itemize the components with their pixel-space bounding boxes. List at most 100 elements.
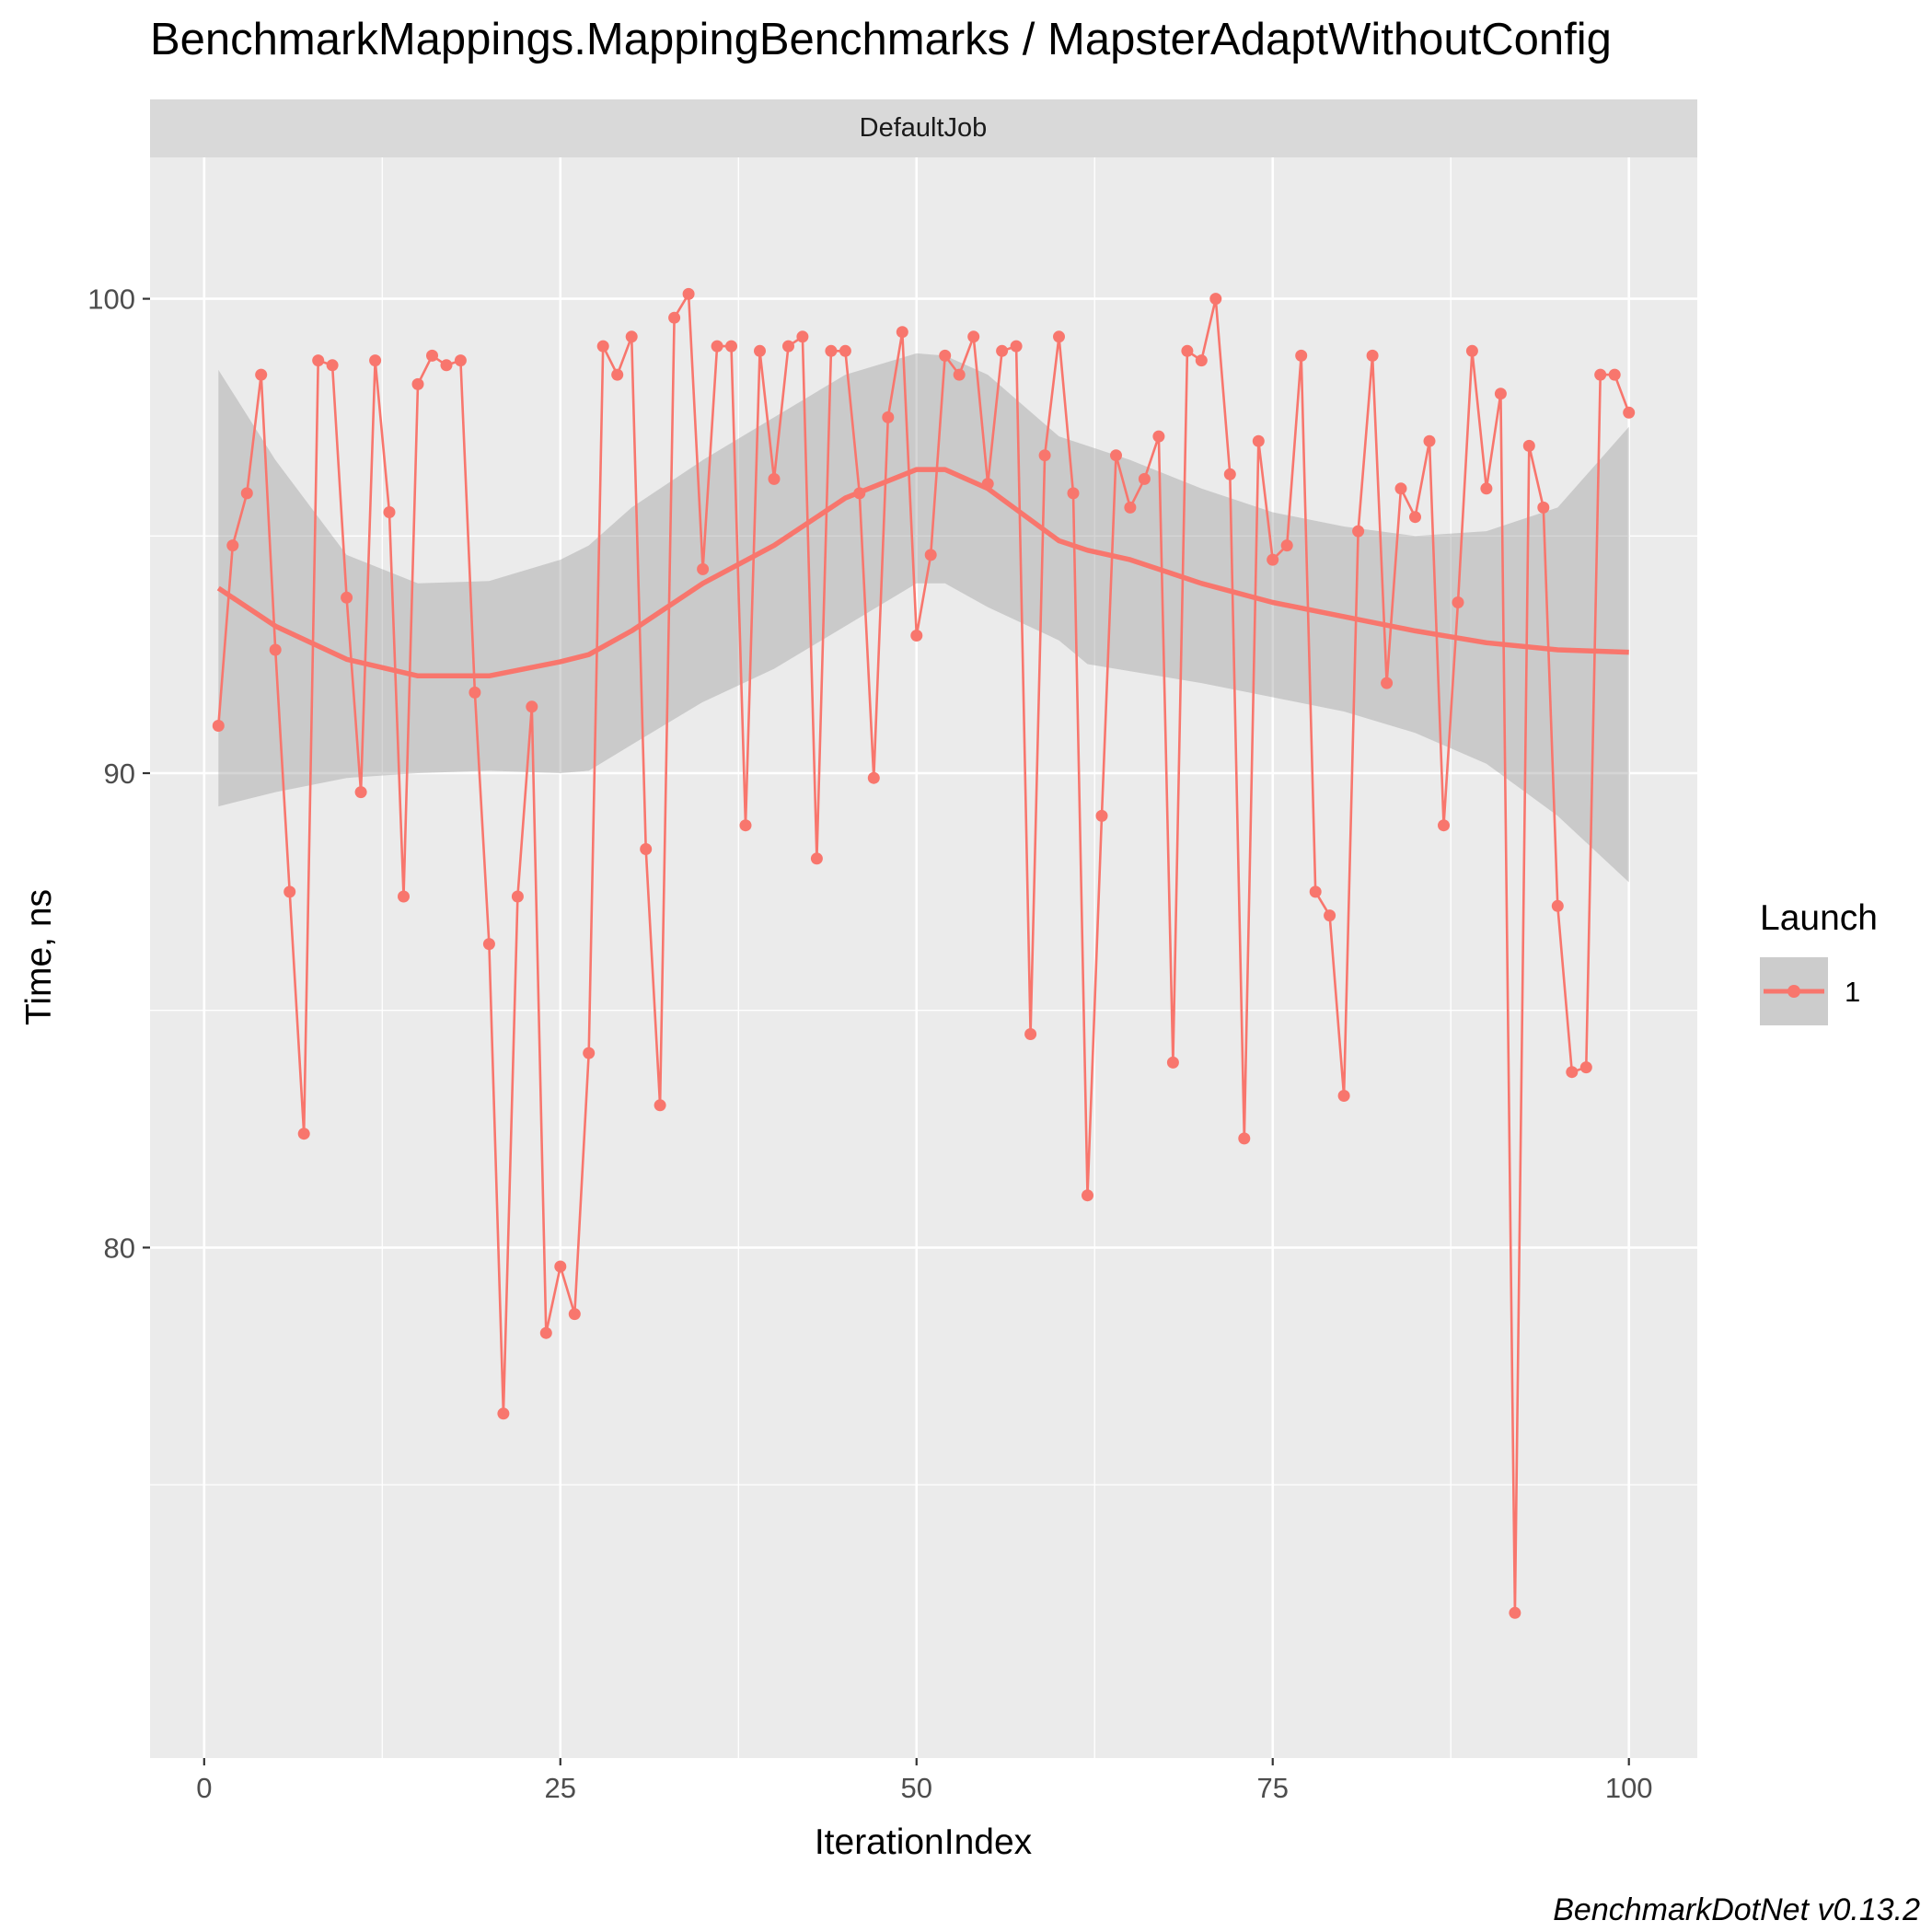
data-point bbox=[796, 330, 809, 343]
data-point bbox=[725, 340, 737, 353]
data-point bbox=[1623, 406, 1636, 419]
data-point bbox=[1309, 885, 1322, 898]
chart-title: BenchmarkMappings.MappingBenchmarks / Ma… bbox=[150, 15, 1612, 64]
data-point bbox=[482, 938, 495, 951]
data-point bbox=[398, 890, 410, 903]
data-point bbox=[354, 786, 367, 799]
plot-panel bbox=[150, 157, 1697, 1758]
data-point bbox=[568, 1308, 581, 1321]
data-point bbox=[1381, 677, 1394, 689]
data-point bbox=[1537, 501, 1550, 514]
data-point bbox=[1452, 596, 1464, 608]
data-point bbox=[240, 487, 253, 500]
data-point bbox=[1082, 1189, 1093, 1202]
data-point bbox=[1124, 501, 1137, 514]
data-point bbox=[1522, 439, 1535, 452]
data-point bbox=[867, 771, 880, 784]
data-point bbox=[640, 843, 653, 855]
data-point bbox=[1110, 449, 1122, 462]
legend-key-point bbox=[1787, 985, 1800, 998]
legend-label: 1 bbox=[1845, 976, 1860, 1008]
data-point bbox=[1238, 1132, 1251, 1145]
data-point bbox=[212, 720, 225, 732]
data-point bbox=[1494, 388, 1507, 400]
legend: Launch 1 bbox=[1760, 898, 1878, 1025]
data-point bbox=[1438, 819, 1450, 832]
data-point bbox=[383, 506, 396, 518]
data-point bbox=[226, 539, 239, 552]
data-point bbox=[1053, 330, 1065, 343]
data-point bbox=[953, 368, 966, 381]
data-point bbox=[312, 354, 325, 367]
data-point bbox=[839, 344, 851, 357]
y-tick-label: 100 bbox=[87, 283, 135, 316]
data-point bbox=[1095, 809, 1108, 822]
series-layer bbox=[212, 287, 1636, 1619]
confidence-band-layer bbox=[218, 353, 1629, 883]
x-tick-label: 100 bbox=[1605, 1772, 1653, 1804]
x-tick-label: 75 bbox=[1256, 1772, 1288, 1804]
data-point bbox=[996, 344, 1009, 357]
data-point bbox=[1579, 1061, 1592, 1074]
data-point bbox=[554, 1260, 567, 1273]
data-point bbox=[1394, 482, 1407, 495]
x-tick-label: 50 bbox=[901, 1772, 932, 1804]
data-point bbox=[255, 368, 268, 381]
data-point bbox=[1480, 482, 1493, 495]
data-point bbox=[967, 330, 980, 343]
facet-label: DefaultJob bbox=[860, 113, 988, 143]
data-point bbox=[896, 326, 908, 339]
data-point bbox=[1181, 344, 1194, 357]
data-point bbox=[1209, 293, 1222, 306]
data-point bbox=[526, 700, 538, 713]
data-point bbox=[697, 562, 710, 575]
data-point bbox=[1295, 349, 1308, 362]
data-point bbox=[810, 852, 823, 865]
data-point bbox=[596, 340, 609, 353]
data-point bbox=[1195, 354, 1208, 367]
data-point bbox=[283, 885, 296, 898]
y-axis: 80 90 100 bbox=[87, 283, 150, 1264]
data-point bbox=[1352, 525, 1365, 538]
data-point bbox=[511, 890, 524, 903]
data-point bbox=[853, 487, 866, 500]
data-point bbox=[426, 349, 438, 362]
data-point bbox=[1024, 1028, 1037, 1040]
data-point bbox=[1280, 539, 1293, 552]
data-point bbox=[1166, 1056, 1179, 1069]
data-point bbox=[497, 1407, 510, 1420]
data-point bbox=[625, 330, 638, 343]
data-point bbox=[469, 686, 481, 699]
data-point bbox=[1608, 368, 1621, 381]
data-point bbox=[668, 311, 681, 324]
data-point bbox=[369, 354, 382, 367]
caption: BenchmarkDotNet v0.13.2 bbox=[1553, 1892, 1920, 1927]
data-point bbox=[1465, 344, 1478, 357]
data-point bbox=[882, 411, 895, 423]
data-point bbox=[1409, 511, 1421, 524]
data-point bbox=[1010, 340, 1023, 353]
data-point bbox=[326, 359, 339, 372]
confidence-band bbox=[218, 353, 1629, 883]
data-point bbox=[782, 340, 794, 353]
data-point bbox=[1366, 349, 1379, 362]
x-tick-label: 25 bbox=[545, 1772, 576, 1804]
data-point bbox=[1067, 487, 1080, 500]
data-point bbox=[1551, 899, 1564, 912]
data-point bbox=[269, 643, 282, 656]
data-point bbox=[1566, 1066, 1579, 1079]
x-tick-label: 0 bbox=[196, 1772, 212, 1804]
data-point bbox=[341, 591, 353, 604]
data-point bbox=[768, 472, 781, 485]
data-point bbox=[440, 359, 453, 372]
data-point bbox=[1152, 430, 1165, 443]
data-point bbox=[910, 630, 923, 642]
minor-gridlines bbox=[150, 157, 1697, 1758]
data-point bbox=[754, 344, 766, 357]
data-point bbox=[611, 368, 624, 381]
data-point bbox=[1423, 434, 1436, 447]
y-tick-label: 90 bbox=[104, 758, 135, 790]
data-point bbox=[1509, 1606, 1521, 1619]
x-axis: 0 25 50 75 100 bbox=[196, 1758, 1653, 1804]
